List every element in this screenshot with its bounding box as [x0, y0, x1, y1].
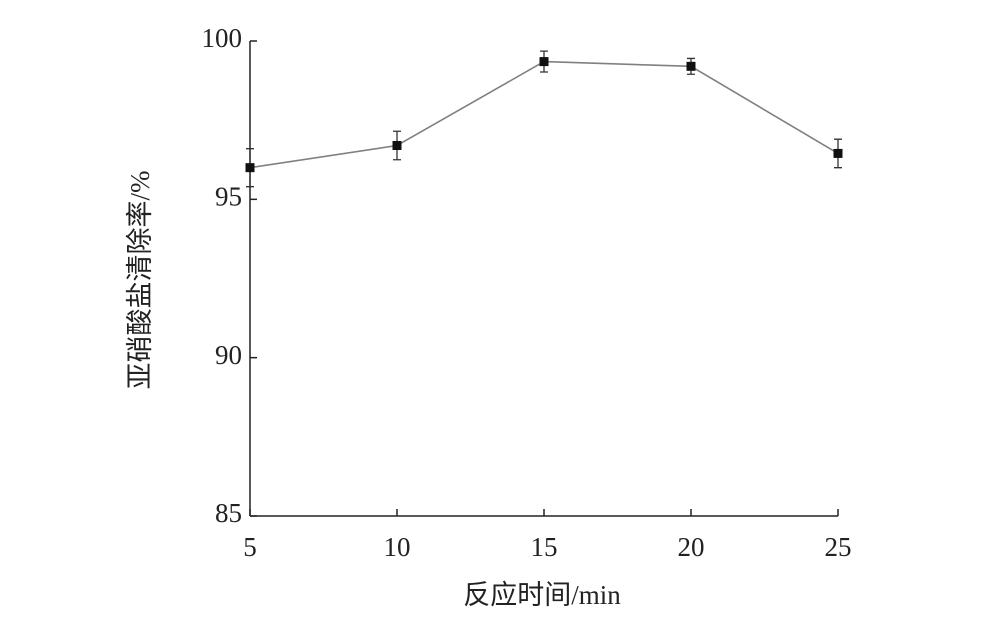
y-axis-label: 亚硝酸盐清除率/% [125, 171, 155, 390]
x-tick-label: 5 [243, 532, 257, 562]
data-point [539, 57, 549, 67]
y-tick-label: 90 [215, 340, 242, 370]
y-tick-label: 95 [215, 182, 242, 212]
x-axis-label: 反应时间/min [463, 580, 621, 610]
data-point [686, 61, 696, 71]
y-tick-label: 100 [202, 23, 243, 53]
series-line [249, 60, 839, 169]
data-point [392, 141, 402, 150]
data-point [833, 148, 843, 158]
x-tick-label: 25 [825, 532, 852, 562]
y-tick-label: 85 [215, 498, 242, 528]
x-tick-label: 10 [384, 532, 411, 562]
data-point [245, 163, 255, 173]
x-tick-label: 15 [531, 532, 558, 562]
x-tick-label: 20 [678, 532, 705, 562]
